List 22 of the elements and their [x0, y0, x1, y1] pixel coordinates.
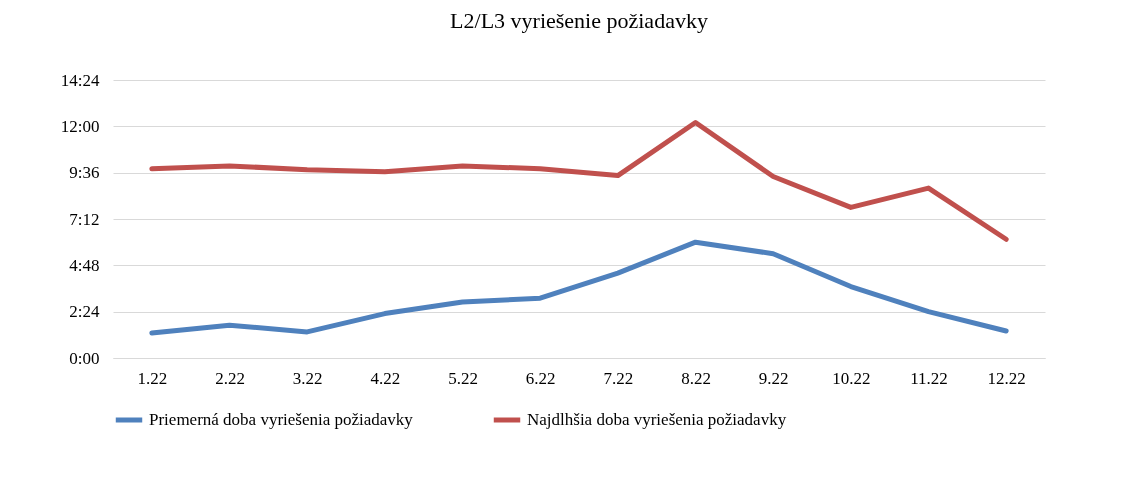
y-tick-label: 7:12 — [69, 209, 100, 229]
x-tick-label: 3.22 — [292, 368, 323, 388]
y-tick-label: 4:48 — [69, 255, 100, 275]
y-tick-label: 9:36 — [69, 163, 100, 183]
x-tick-label: 8.22 — [681, 368, 711, 388]
x-tick-label: 10.22 — [832, 368, 871, 388]
x-tick-label: 7.22 — [603, 368, 634, 388]
x-tick-label: 11.22 — [910, 368, 948, 388]
y-tick-label: 12:00 — [60, 116, 100, 136]
y-tick-label: 0:00 — [69, 348, 100, 368]
x-tick-label: 2.22 — [215, 368, 245, 388]
x-tick-label: 9.22 — [758, 368, 789, 388]
x-tick-label: 12.22 — [987, 368, 1026, 388]
y-tick-label: 14:24 — [60, 70, 100, 90]
x-tick-label: 4.22 — [370, 368, 401, 388]
x-tick-label: 1.22 — [137, 368, 168, 388]
x-tick-label: 6.22 — [525, 368, 556, 388]
chart-title: L2/L3 vyriešenie požiadavky — [450, 8, 708, 33]
x-tick-label: 5.22 — [448, 368, 478, 388]
legend-label: Najdlhšia doba vyriešenia požiadavky — [527, 410, 787, 429]
legend-label: Priemerná doba vyriešenia požiadavky — [149, 410, 414, 429]
y-tick-label: 2:24 — [69, 302, 100, 322]
